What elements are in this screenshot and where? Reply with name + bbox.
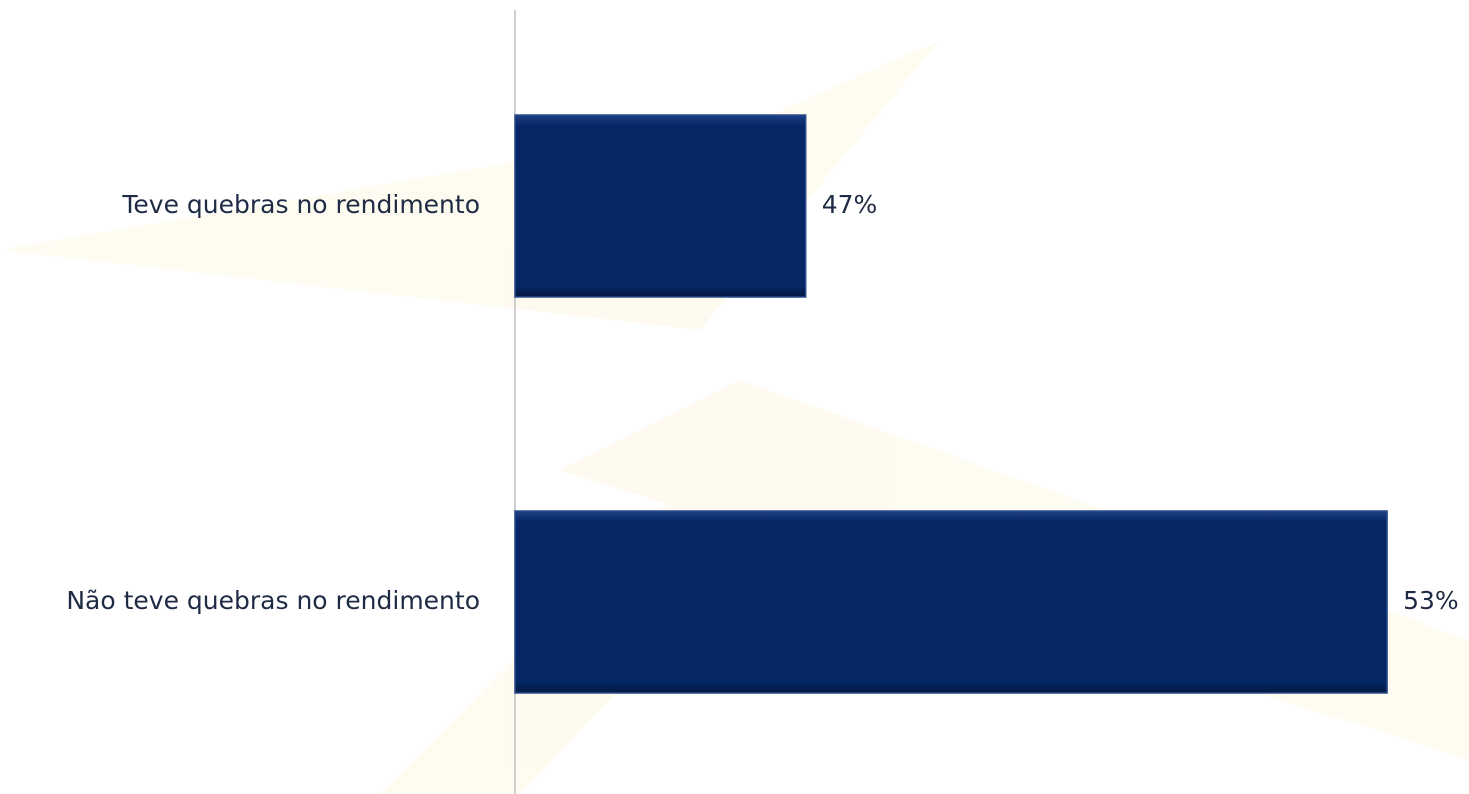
bar	[514, 510, 1388, 694]
value-label: 47%	[822, 190, 878, 219]
y-tick-label: Teve quebras no rendimento	[121, 190, 480, 219]
y-tick-label: Não teve quebras no rendimento	[66, 586, 480, 615]
bar	[514, 114, 807, 298]
value-label: 53%	[1403, 586, 1459, 615]
